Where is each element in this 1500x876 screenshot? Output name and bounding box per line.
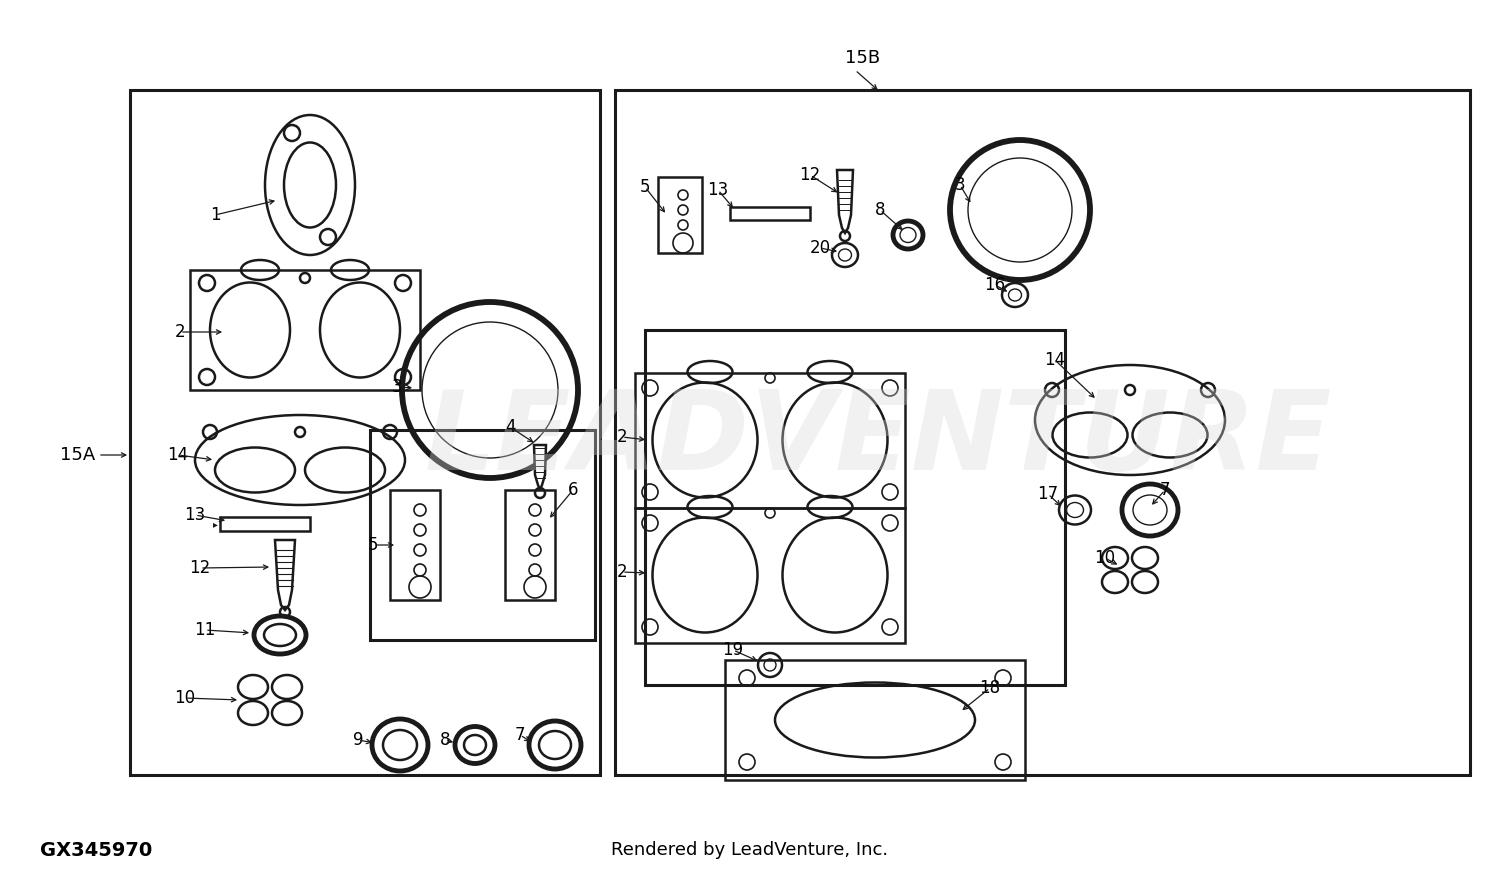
Text: 16: 16 — [984, 276, 1005, 294]
Text: 8: 8 — [440, 731, 450, 749]
Text: GX345970: GX345970 — [40, 840, 153, 859]
Text: 12: 12 — [800, 166, 820, 184]
Bar — [645, 330, 1065, 685]
Polygon shape — [837, 170, 854, 233]
Text: 3: 3 — [954, 176, 966, 194]
Bar — [130, 90, 600, 775]
Polygon shape — [274, 540, 296, 610]
Text: 5: 5 — [639, 178, 651, 196]
Text: 7: 7 — [514, 726, 525, 744]
Bar — [370, 430, 596, 640]
Bar — [220, 517, 310, 531]
Text: 17: 17 — [1038, 485, 1059, 503]
Text: 9: 9 — [352, 731, 363, 749]
Text: 4: 4 — [504, 418, 516, 436]
Text: 10: 10 — [174, 689, 195, 707]
Bar — [658, 177, 702, 253]
Bar — [634, 508, 904, 643]
Text: 1: 1 — [210, 206, 220, 224]
Polygon shape — [534, 445, 546, 490]
Bar — [724, 660, 1024, 780]
Text: 20: 20 — [810, 239, 831, 257]
Bar — [634, 373, 904, 508]
Text: 2: 2 — [616, 428, 627, 446]
Text: VENTURE: VENTURE — [750, 386, 1332, 493]
Text: 2: 2 — [174, 323, 186, 341]
Text: 2: 2 — [616, 563, 627, 581]
Text: ▸: ▸ — [213, 519, 217, 529]
Text: 5: 5 — [368, 536, 378, 554]
Text: 14: 14 — [168, 446, 189, 464]
Text: 10: 10 — [1095, 549, 1116, 567]
Text: 15B: 15B — [844, 49, 880, 67]
Text: 14: 14 — [1044, 351, 1065, 369]
Bar — [390, 490, 439, 600]
Text: 18: 18 — [980, 679, 1000, 697]
Text: 12: 12 — [189, 559, 210, 577]
Bar — [615, 90, 1470, 775]
Bar — [506, 490, 555, 600]
Bar — [190, 270, 420, 390]
Text: 15A: 15A — [60, 446, 96, 464]
Text: LEAD: LEAD — [424, 386, 750, 493]
Text: 7: 7 — [1160, 481, 1170, 499]
Text: 19: 19 — [723, 641, 744, 659]
Text: 13: 13 — [184, 506, 206, 524]
Text: Rendered by LeadVenture, Inc.: Rendered by LeadVenture, Inc. — [612, 841, 888, 859]
Text: 13: 13 — [708, 181, 729, 199]
Text: 3: 3 — [392, 378, 402, 396]
Text: 8: 8 — [874, 201, 885, 219]
Text: 11: 11 — [195, 621, 216, 639]
Bar — [730, 207, 810, 220]
Text: 6: 6 — [567, 481, 579, 499]
